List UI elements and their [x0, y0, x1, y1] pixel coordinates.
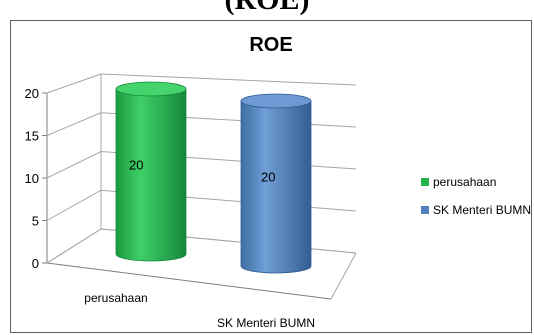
bar-top — [115, 81, 187, 97]
bar-body — [240, 100, 312, 274]
data-label: 20 — [129, 158, 143, 173]
y-axis-ticks: 0 5 10 15 20 — [25, 86, 47, 271]
gridline — [46, 73, 357, 94]
y-tick-label: 10 — [25, 171, 39, 186]
legend: perusahaan SK Menteri BUMN — [421, 175, 531, 217]
category-label: perusahaan — [84, 291, 147, 305]
page-heading: (ROE) — [0, 0, 534, 17]
category-label: SK Menteri BUMN — [217, 316, 315, 330]
x-axis-line — [46, 262, 332, 300]
legend-label: SK Menteri BUMN — [433, 203, 531, 217]
y-tick-label: 20 — [25, 86, 39, 101]
y-tick-label: 15 — [25, 129, 39, 144]
legend-swatch — [421, 178, 429, 186]
x-axis-categories: perusahaan SK Menteri BUMN — [84, 291, 315, 330]
bar-sk-menteri-bumn: 20 — [240, 93, 312, 274]
y-tick-label: 0 — [32, 256, 39, 271]
chart-title: ROE — [249, 34, 292, 56]
legend-label: perusahaan — [433, 175, 496, 189]
bar-top — [240, 93, 312, 109]
data-label: 20 — [261, 170, 275, 185]
bar-perusahaan: 20 — [115, 81, 187, 262]
legend-swatch — [421, 206, 429, 214]
chart-frame: 0 5 10 15 20 20 20 perusahaan SK Menteri BUMN … — [10, 20, 532, 333]
right-floor-edge — [330, 252, 357, 300]
bar-body — [115, 88, 187, 262]
y-tick-label: 5 — [32, 214, 39, 229]
